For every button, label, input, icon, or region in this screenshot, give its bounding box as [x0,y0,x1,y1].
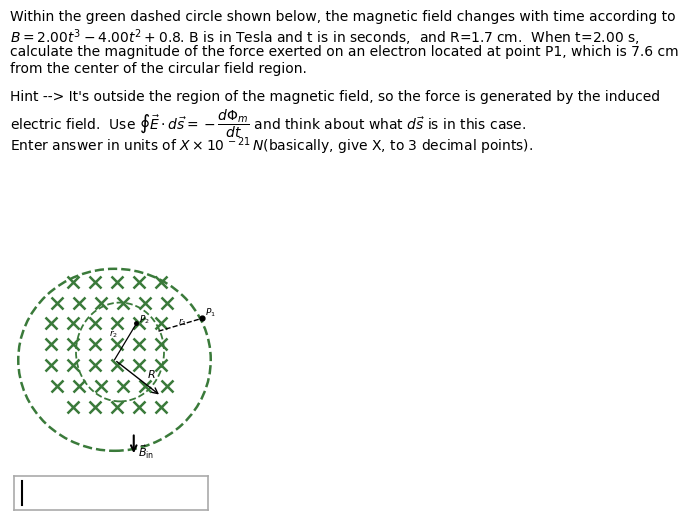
Text: electric field.  Use $\oint \vec{E} \cdot d\vec{s} = -\dfrac{d\Phi_m}{dt}$ and t: electric field. Use $\oint \vec{E} \cdot… [10,108,526,140]
Text: $r_1$: $r_1$ [177,317,187,328]
Text: Within the green dashed circle shown below, the magnetic field changes with time: Within the green dashed circle shown bel… [10,10,676,24]
Text: $r_2$: $r_2$ [109,329,118,340]
Text: from the center of the circular field region.: from the center of the circular field re… [10,62,307,77]
Text: $P_1$: $P_1$ [205,306,216,319]
Text: Hint --> It's outside the region of the magnetic field, so the force is generate: Hint --> It's outside the region of the … [10,90,660,104]
Text: $\vec{B}_{\mathrm{in}}$: $\vec{B}_{\mathrm{in}}$ [138,443,154,461]
Text: calculate the magnitude of the force exerted on an electron located at point P1,: calculate the magnitude of the force exe… [10,45,678,59]
Text: $B = 2.00t^3 - 4.00t^2 + 0.8$. B is in Tesla and t is in seconds,  and R=1.7 cm.: $B = 2.00t^3 - 4.00t^2 + 0.8$. B is in T… [10,27,640,48]
Text: $P_2$: $P_2$ [139,313,150,325]
Text: Enter answer in units of $X \times 10^{\,-21}\,N$(basically, give X, to 3 decima: Enter answer in units of $X \times 10^{\… [10,135,533,157]
Text: $R$: $R$ [148,368,156,380]
